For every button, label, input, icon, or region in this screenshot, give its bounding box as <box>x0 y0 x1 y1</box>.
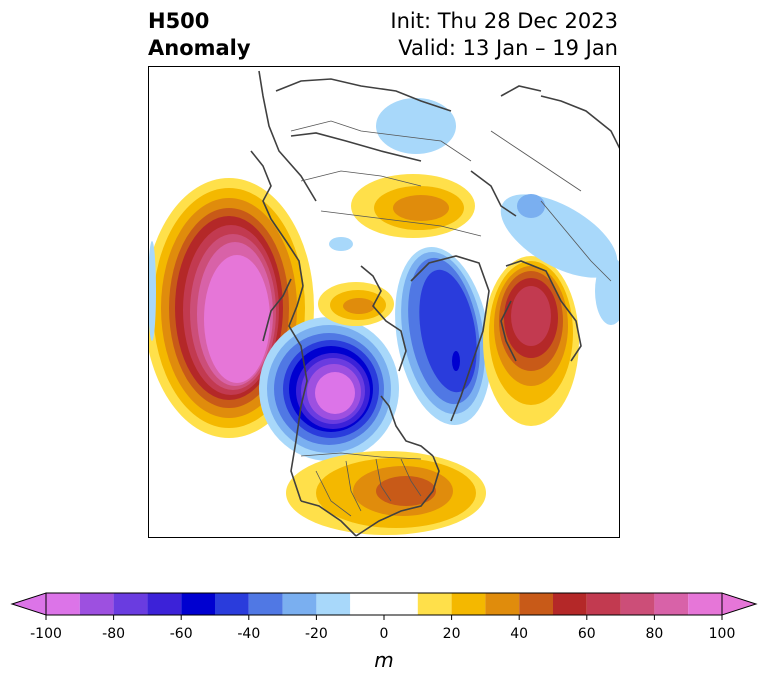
valid-period: Valid: 13 Jan – 19 Jan <box>398 36 618 60</box>
colorbar-extend-low <box>10 592 47 616</box>
anomaly-map <box>148 66 620 538</box>
trough-central-siberia <box>376 98 456 154</box>
colorbar-segment <box>316 593 351 615</box>
coastlines <box>250 70 619 537</box>
colorbar-tick-label: -20 <box>304 626 328 642</box>
trough-western-russia <box>500 194 619 325</box>
ridge-canadian-arctic <box>318 282 394 326</box>
colorbar-tick-label: 100 <box>708 626 736 642</box>
ridge-gulf-of-alaska <box>149 178 314 438</box>
colorbar-tick-label: -60 <box>169 626 193 642</box>
date-info: Init: Thu 28 Dec 2023 Valid: 13 Jan – 19… <box>390 8 618 62</box>
colorbar-segment <box>147 593 182 615</box>
colorbar-segment <box>688 593 722 615</box>
colorbar-tick-label: -100 <box>30 626 62 642</box>
ridge-siberian-arctic <box>351 174 475 238</box>
field-type: Anomaly <box>148 36 251 60</box>
colorbar-segment <box>350 593 418 615</box>
colorbar-tick-label: 40 <box>510 626 529 642</box>
colorbar-extend-high <box>721 592 758 616</box>
plot-title: H500 Anomaly <box>148 8 251 62</box>
colorbar-segment <box>248 593 283 615</box>
field-name: H500 <box>148 9 210 33</box>
colorbar-tick-label: 0 <box>379 626 389 642</box>
political-borders <box>290 120 612 517</box>
colorbar <box>10 592 758 620</box>
colorbar-segment <box>553 593 587 615</box>
colorbar-segment <box>451 593 486 615</box>
colorbar-segment <box>282 593 317 615</box>
init-date: Init: Thu 28 Dec 2023 <box>390 9 618 33</box>
colorbar-segment <box>181 593 215 615</box>
colorbar-segment <box>79 593 114 615</box>
negative-patch <box>149 241 156 341</box>
map-canvas <box>149 70 619 537</box>
ridge-scandinavia <box>483 256 579 426</box>
colorbar-segment <box>586 593 621 615</box>
colorbar-tick-label: 20 <box>442 626 461 642</box>
colorbar-tick-label: 80 <box>645 626 664 642</box>
colorbar-segment <box>113 593 148 615</box>
colorbar-segment <box>485 593 520 615</box>
colorbar-tick-label: -40 <box>237 626 261 642</box>
colorbar-segment <box>620 593 655 615</box>
colorbar-segment <box>654 593 689 615</box>
colorbar-tick-label: -80 <box>102 626 126 642</box>
colorbar-unit-label: m <box>374 648 394 672</box>
colorbar-segment <box>215 593 249 615</box>
colorbar-tick-label: 60 <box>577 626 596 642</box>
negative-patch <box>329 237 353 251</box>
colorbar-segment <box>417 593 452 615</box>
trough-western-canada <box>259 317 399 461</box>
colorbar-segment <box>46 593 80 615</box>
colorbar-segment <box>519 593 553 615</box>
